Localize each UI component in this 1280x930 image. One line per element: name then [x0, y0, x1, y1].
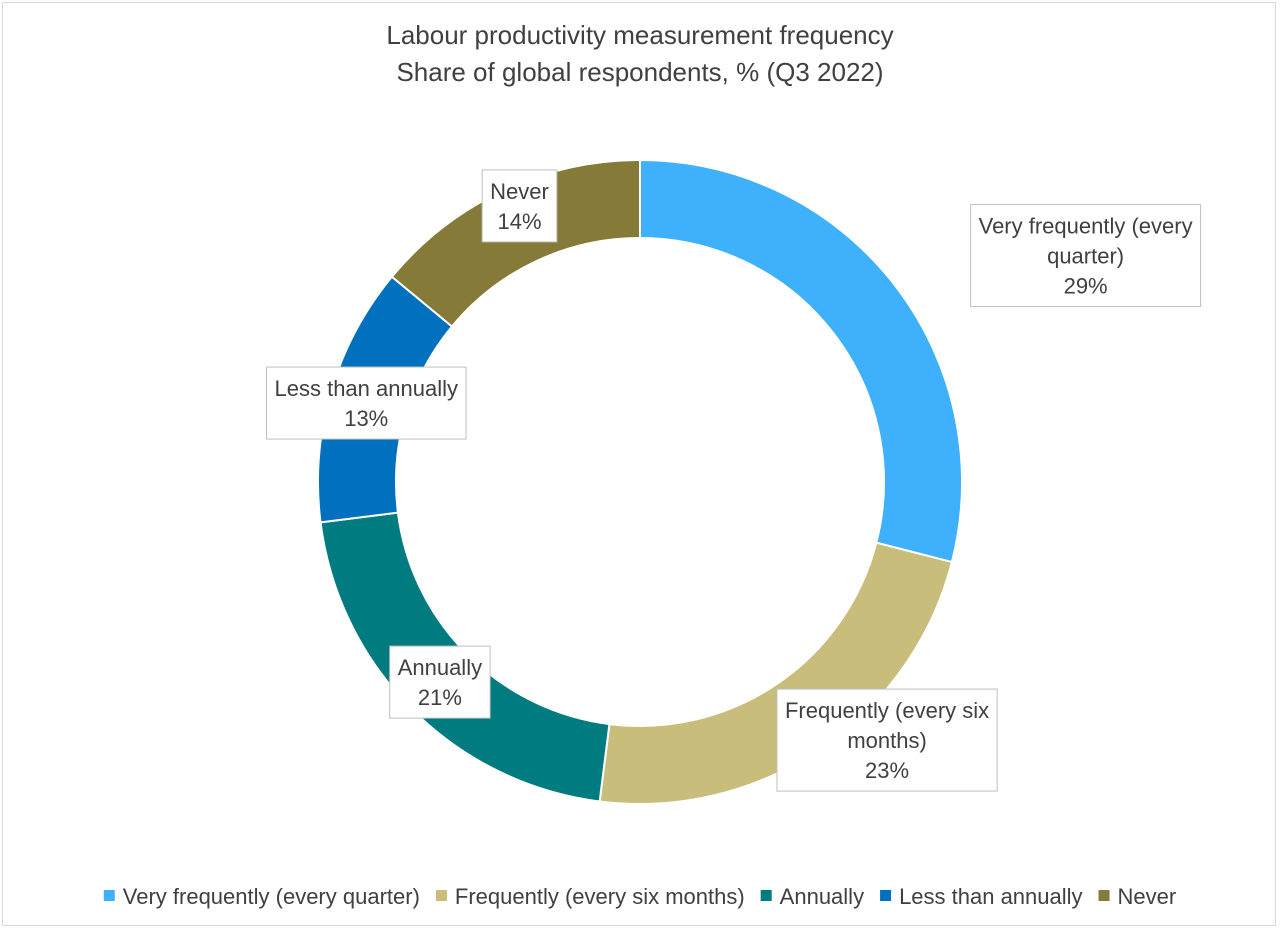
legend-swatch	[435, 890, 447, 901]
legend-label: Never	[1118, 884, 1177, 909]
legend-swatch	[1098, 890, 1110, 901]
data-label-box	[970, 204, 1202, 308]
slice-never	[390, 158, 641, 328]
data-label-box	[389, 645, 491, 719]
data-label-category: Very frequently (every	[979, 214, 1193, 239]
data-label-box	[776, 688, 998, 792]
data-label-frequently-every-six-months: Frequently (every six months) 23%	[776, 688, 998, 792]
legend-item-less-than-annually: Less than annually	[880, 884, 1083, 909]
data-label-never: Never 14%	[481, 169, 558, 243]
legend-swatch	[880, 890, 892, 901]
legend-swatch	[103, 890, 115, 901]
data-label-less-than-annually: Less than annually 13%	[266, 366, 467, 440]
legend-item-annually: Annually	[760, 884, 864, 909]
data-label-category: Never	[490, 179, 549, 204]
legend-item-very-frequently-every-quarter: Very frequently (every quarter)	[103, 884, 420, 909]
data-label-annually: Annually 21%	[389, 645, 491, 719]
data-label-value: 29%	[1064, 274, 1108, 299]
legend-label: Less than annually	[899, 884, 1082, 909]
data-label-box	[481, 169, 558, 243]
data-label-very-frequently-every-quarter: Very frequently (every quarter) 29%	[970, 204, 1202, 308]
data-label-value: 23%	[865, 758, 909, 783]
legend-swatch	[760, 890, 772, 901]
chart-title: Labour productivity measurement frequenc…	[386, 20, 893, 50]
legend-label: Frequently (every six months)	[455, 884, 745, 909]
legend-item-frequently-every-six-months: Frequently (every six months)	[435, 884, 745, 909]
data-label-category: months)	[847, 728, 926, 753]
data-labels: Very frequently (every quarter) 29% Frequen…	[266, 169, 1202, 792]
data-label-value: 21%	[418, 685, 462, 710]
slice-very-frequently-every-quarter	[639, 158, 963, 564]
data-label-box	[266, 366, 467, 440]
legend-item-never: Never	[1098, 884, 1177, 909]
legend-label: Annually	[780, 884, 864, 909]
data-label-category: Less than annually	[275, 376, 458, 401]
data-label-category: Annually	[398, 655, 482, 680]
legend: Very frequently (every quarter) Frequentl…	[103, 884, 1177, 909]
data-label-category: Frequently (every six	[785, 698, 989, 723]
chart-subtitle: Share of global respondents, % (Q3 2022)	[396, 57, 883, 87]
data-label-value: 13%	[344, 406, 388, 431]
legend-label: Very frequently (every quarter)	[123, 884, 420, 909]
data-label-value: 14%	[497, 209, 541, 234]
data-label-category: quarter)	[1047, 244, 1124, 269]
